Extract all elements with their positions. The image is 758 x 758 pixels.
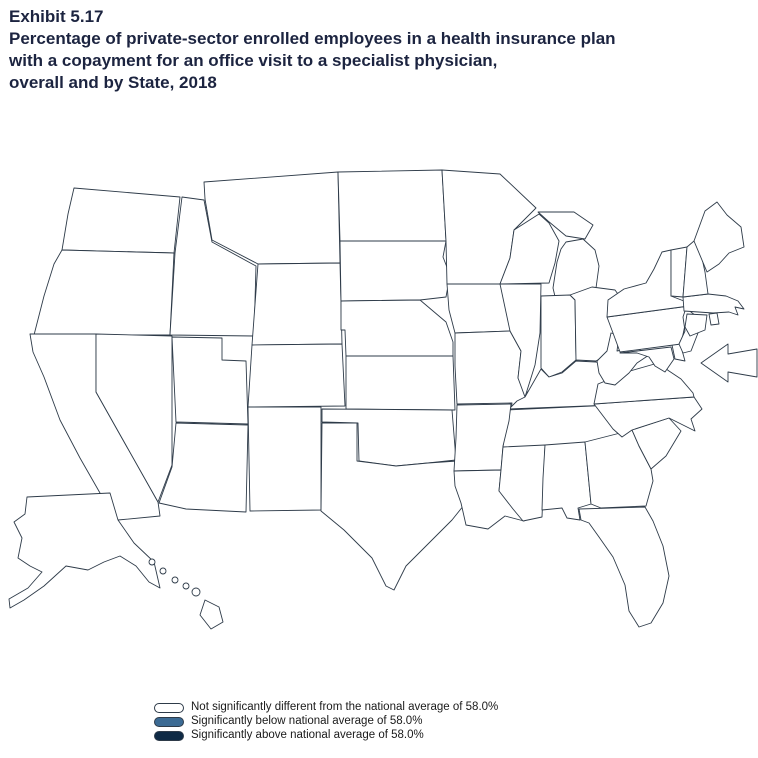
state-hi-island-2 xyxy=(159,567,167,575)
state-ri xyxy=(708,312,720,326)
state-sd xyxy=(339,240,451,302)
dc-callout-arrow-icon xyxy=(700,343,758,383)
state-ks xyxy=(345,355,456,411)
state-nd xyxy=(337,169,447,242)
state-va xyxy=(593,362,695,405)
state-nv xyxy=(95,333,173,503)
legend-item-not-different: Not significantly different from the nat… xyxy=(154,701,604,714)
state-ct xyxy=(684,313,708,337)
state-in xyxy=(540,294,577,378)
title-block: Exhibit 5.17 Percentage of private-secto… xyxy=(9,6,689,94)
title-line-2: with a copayment for an office visit to … xyxy=(9,51,498,70)
state-wa xyxy=(61,187,181,254)
state-md xyxy=(619,346,675,373)
state-fl xyxy=(578,506,670,628)
legend-swatch-not-different xyxy=(154,702,184,713)
legend-label-below: Significantly below national average of … xyxy=(191,715,423,727)
state-ut xyxy=(171,336,249,425)
state-hi-island-4 xyxy=(182,582,190,590)
state-nc xyxy=(593,396,703,438)
state-ma xyxy=(682,293,745,316)
legend-label-not-different: Not significantly different from the nat… xyxy=(191,701,499,713)
state-me xyxy=(693,201,745,273)
state-al xyxy=(541,441,592,521)
state-ne xyxy=(340,299,454,357)
map-legend: Not significantly different from the nat… xyxy=(0,701,758,742)
state-co xyxy=(247,343,346,408)
state-hi-big-island xyxy=(199,599,224,630)
title-line-3: overall and by State, 2018 xyxy=(9,73,217,92)
legend-item-above: Significantly above national average of … xyxy=(154,729,604,742)
state-or xyxy=(33,249,175,336)
state-hi-island-3 xyxy=(171,576,179,584)
legend-item-below: Significantly below national average of … xyxy=(154,715,604,728)
state-mi-upper xyxy=(537,211,594,240)
state-wi xyxy=(499,213,560,285)
state-nm xyxy=(247,406,322,512)
state-hi-island-5 xyxy=(191,587,201,597)
legend-swatch-below xyxy=(154,716,184,727)
legend-swatch-above xyxy=(154,730,184,741)
title-line-1: Percentage of private-sector enrolled em… xyxy=(9,29,616,48)
exhibit-number: Exhibit 5.17 xyxy=(9,7,104,26)
legend-label-above: Significantly above national average of … xyxy=(191,729,424,741)
state-wy xyxy=(251,262,343,346)
state-hi-island-1 xyxy=(148,558,156,566)
state-tx xyxy=(320,422,469,591)
